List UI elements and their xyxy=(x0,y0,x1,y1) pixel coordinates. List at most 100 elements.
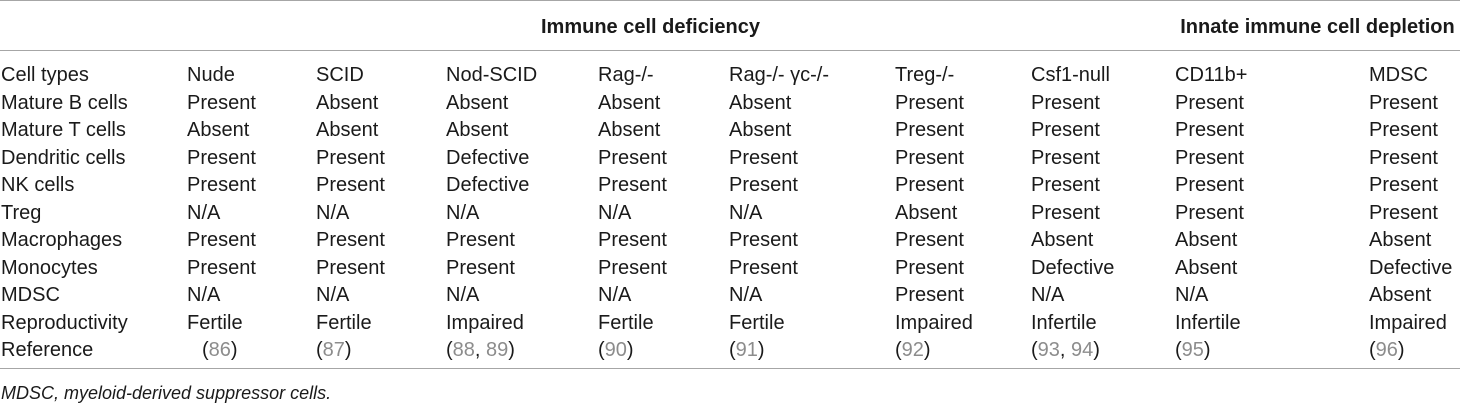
cell-nod-scid: Impaired xyxy=(446,311,524,334)
cell-treg-ko: (92) xyxy=(895,339,931,361)
cell-rag-gc: Present xyxy=(729,174,798,196)
cell-nod-scid: Defective xyxy=(446,174,530,196)
reference-link[interactable]: 89 xyxy=(486,339,509,361)
cell-treg-ko: Present xyxy=(895,119,964,141)
cell-treg-ko: Present xyxy=(895,146,964,169)
cell-treg-ko: Absent xyxy=(895,201,958,224)
column-header-cd11b: CD11b+ xyxy=(1175,64,1248,86)
group-header-row: Immune cell deficiency Innate immune cel… xyxy=(0,4,1460,50)
cell-nude: Fertile xyxy=(187,311,243,334)
reference-link[interactable]: 93 xyxy=(1037,339,1060,361)
group-header-innate-immune-cell-depletion: Innate immune cell depletion xyxy=(1180,16,1455,38)
cell-rag-gc: Present xyxy=(729,229,798,251)
table-row-reproductivity: Reproductivity Fertile Fertile Impaired … xyxy=(0,310,1460,338)
cell-nod-scid: Defective xyxy=(446,146,530,169)
table-row-monocytes: Monocytes Present Present Present Presen… xyxy=(0,255,1460,283)
column-header-cell-types: Cell types xyxy=(1,64,89,86)
table-footnote: MDSC, myeloid-derived suppressor cells. xyxy=(1,383,332,403)
cell-nod-scid: Absent xyxy=(446,119,509,141)
column-header-csf1-null: Csf1-null xyxy=(1031,64,1110,86)
cell-cd11b: Absent xyxy=(1175,256,1238,279)
cell-rag-gc: Present xyxy=(729,146,798,169)
cell-scid: Present xyxy=(316,229,385,251)
table-row-mature-t-cells: Mature T cells Absent Absent Absent Abse… xyxy=(0,117,1460,145)
row-label: Monocytes xyxy=(1,256,98,279)
cell-rag: Absent xyxy=(598,91,661,114)
reference-link[interactable]: 94 xyxy=(1071,339,1094,361)
cell-nude: Present xyxy=(187,91,256,114)
cell-cd11b: Present xyxy=(1175,119,1244,141)
cell-nude: Absent xyxy=(187,119,250,141)
reference-link[interactable]: 87 xyxy=(322,339,345,361)
cell-treg-ko: Present xyxy=(895,229,964,251)
column-header-nude: Nude xyxy=(187,64,235,86)
cell-treg-ko: Present xyxy=(895,256,964,279)
cell-nude: (86) xyxy=(202,339,238,361)
column-header-mdsc: MDSC xyxy=(1369,64,1428,86)
cell-nude: N/A xyxy=(187,201,221,224)
table-row-dendritic-cells: Dendritic cells Present Present Defectiv… xyxy=(0,145,1460,173)
reference-link[interactable]: 88 xyxy=(452,339,475,361)
cell-rag-gc: (91) xyxy=(729,339,765,361)
column-header-rag-gc: Rag-/- γc-/- xyxy=(729,64,829,86)
cell-mdsc: Present xyxy=(1369,146,1438,169)
column-header-nod-scid: Nod-SCID xyxy=(446,64,538,86)
cell-rag: Present xyxy=(598,174,667,196)
cell-csf1-null: Present xyxy=(1031,91,1100,114)
cell-cd11b: N/A xyxy=(1175,284,1209,306)
cell-nod-scid: (88, 89) xyxy=(446,339,515,361)
cell-mdsc: Present xyxy=(1369,174,1438,196)
row-label: Mature B cells xyxy=(1,91,128,114)
cell-rag: Present xyxy=(598,256,667,279)
column-header-scid: SCID xyxy=(316,64,364,86)
cell-rag: Present xyxy=(598,229,667,251)
cell-treg-ko: Present xyxy=(895,284,964,306)
cell-csf1-null: N/A xyxy=(1031,284,1065,306)
cell-nod-scid: Present xyxy=(446,256,515,279)
reference-link[interactable]: 92 xyxy=(901,339,924,361)
cell-rag: Absent xyxy=(598,119,661,141)
row-label: MDSC xyxy=(1,284,60,306)
table-row-nk-cells: NK cells Present Present Defective Prese… xyxy=(0,172,1460,200)
reference-link[interactable]: 91 xyxy=(735,339,758,361)
table-row-macrophages: Macrophages Present Present Present Pres… xyxy=(0,227,1460,255)
cell-scid: Fertile xyxy=(316,311,372,334)
cell-nod-scid: N/A xyxy=(446,284,480,306)
cell-csf1-null: Present xyxy=(1031,174,1100,196)
cell-treg-ko: Present xyxy=(895,91,964,114)
table-row-reference: Reference (86) (87) (88, 89) (90) (91) (… xyxy=(0,337,1460,365)
cell-rag: N/A xyxy=(598,284,632,306)
cell-rag-gc: Absent xyxy=(729,91,792,114)
cell-cd11b: Present xyxy=(1175,201,1244,224)
column-header-treg-ko: Treg-/- xyxy=(895,64,955,86)
header-rule xyxy=(0,50,1460,51)
reference-link[interactable]: 86 xyxy=(208,339,231,361)
cell-treg-ko: Impaired xyxy=(895,311,973,334)
cell-rag: Present xyxy=(598,146,667,169)
column-header-row: Cell types Nude SCID Nod-SCID Rag-/- Rag… xyxy=(0,62,1460,90)
cell-scid: Present xyxy=(316,146,385,169)
cell-mdsc: Absent xyxy=(1369,229,1432,251)
cell-mdsc: (96) xyxy=(1369,339,1405,361)
cell-mdsc: Defective xyxy=(1369,256,1453,279)
reference-link[interactable]: 96 xyxy=(1375,339,1398,361)
reference-link[interactable]: 95 xyxy=(1181,339,1204,361)
row-label: Treg xyxy=(1,201,42,224)
cell-nude: Present xyxy=(187,146,256,169)
cell-nude: Present xyxy=(187,174,256,196)
cell-csf1-null: Defective xyxy=(1031,256,1115,279)
table-row-mdsc: MDSC N/A N/A N/A N/A N/A Present N/A N/A… xyxy=(0,282,1460,310)
column-header-rag: Rag-/- xyxy=(598,64,654,86)
cell-csf1-null: Absent xyxy=(1031,229,1094,251)
cell-scid: Present xyxy=(316,256,385,279)
reference-link[interactable]: 90 xyxy=(604,339,627,361)
cell-mdsc: Present xyxy=(1369,119,1438,141)
group-header-immune-cell-deficiency: Immune cell deficiency xyxy=(541,16,760,38)
cell-nude: N/A xyxy=(187,284,221,306)
cell-treg-ko: Present xyxy=(895,174,964,196)
cell-mdsc: Impaired xyxy=(1369,311,1447,334)
cell-rag-gc: N/A xyxy=(729,284,763,306)
row-label: NK cells xyxy=(1,174,75,196)
cell-nude: Present xyxy=(187,229,256,251)
cell-mdsc: Present xyxy=(1369,91,1438,114)
